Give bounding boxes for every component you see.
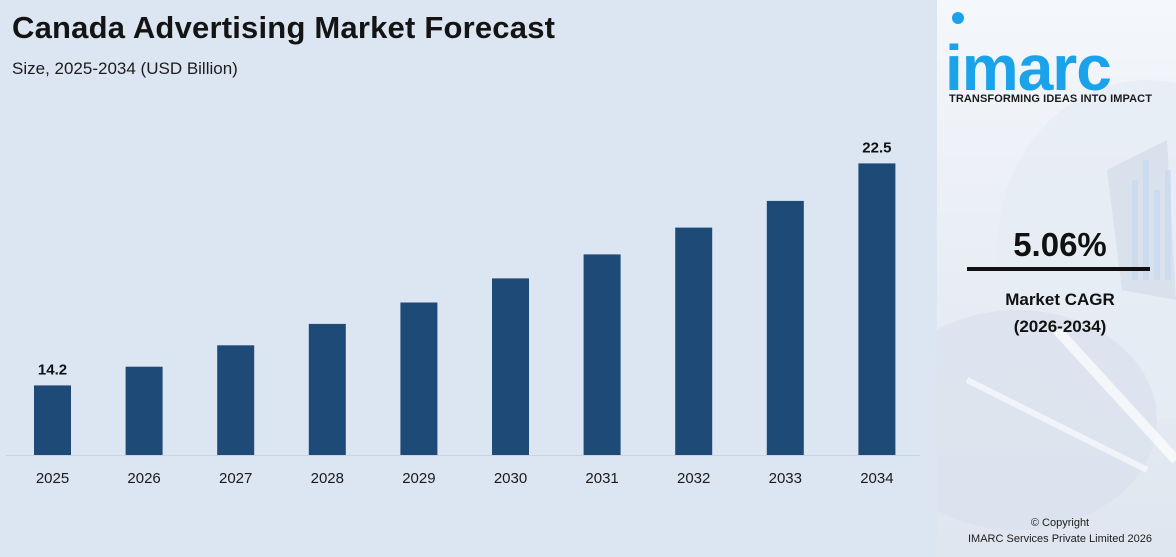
copyright-line2: IMARC Services Private Limited 2026 [967, 533, 1152, 545]
bars-group [34, 163, 896, 455]
bar-2029 [400, 302, 438, 455]
copyright-line1: © Copyright [1030, 517, 1090, 529]
x-tick-label: 2025 [36, 470, 69, 487]
bar-2034 [858, 163, 896, 455]
labels-group: 2025 14.2 2026 2027 2028 2029 2030 2031 2032 2033… [36, 139, 894, 487]
logo-dot-icon [952, 12, 964, 24]
x-tick-label: 2031 [585, 470, 618, 487]
data-label-2034: 22.5 [862, 139, 891, 156]
x-tick-label: 2032 [677, 470, 710, 487]
x-tick-label: 2033 [769, 470, 802, 487]
chart-panel: Canada Advertising Market Forecast Size,… [6, 10, 920, 487]
chart-subtitle: Size, 2025-2034 (USD Billion) [12, 59, 238, 78]
logo-tagline: TRANSFORMING IDEAS INTO IMPACT [949, 93, 1153, 105]
imarc-logo: imarc [945, 32, 1112, 104]
bar-2027 [217, 345, 255, 455]
x-tick-label: 2030 [494, 470, 527, 487]
x-tick-label: 2028 [311, 470, 344, 487]
cagr-label-line1: Market CAGR [1005, 290, 1115, 309]
x-tick-label: 2034 [860, 470, 893, 487]
cagr-divider [967, 267, 1150, 271]
data-label-2025: 14.2 [38, 361, 67, 378]
bar-2033 [766, 200, 804, 455]
bar-chart: 2025 14.2 2026 2027 2028 2029 2030 2031 2032 2033… [6, 139, 920, 487]
bar-2028 [308, 323, 346, 455]
x-tick-label: 2029 [402, 470, 435, 487]
bar-2031 [583, 254, 621, 455]
cagr-label-line2: (2026-2034) [1013, 317, 1107, 336]
chart-title: Canada Advertising Market Forecast [12, 10, 556, 45]
bar-2032 [675, 227, 713, 455]
copyright: © Copyright IMARC Services Private Limit… [937, 515, 1176, 547]
x-tick-label: 2026 [127, 470, 160, 487]
bar-2026 [125, 366, 163, 455]
decorative-background [937, 80, 1176, 530]
x-tick-label: 2027 [219, 470, 252, 487]
cagr-value: 5.06% [1013, 226, 1107, 263]
sidebar-panel: imarc TRANSFORMING IDEAS INTO IMPACT 5.0… [937, 0, 1176, 557]
bar-2025 [34, 385, 71, 455]
bar-2030 [492, 278, 529, 455]
cagr-label: Market CAGR (2026-2034) [937, 286, 1176, 340]
